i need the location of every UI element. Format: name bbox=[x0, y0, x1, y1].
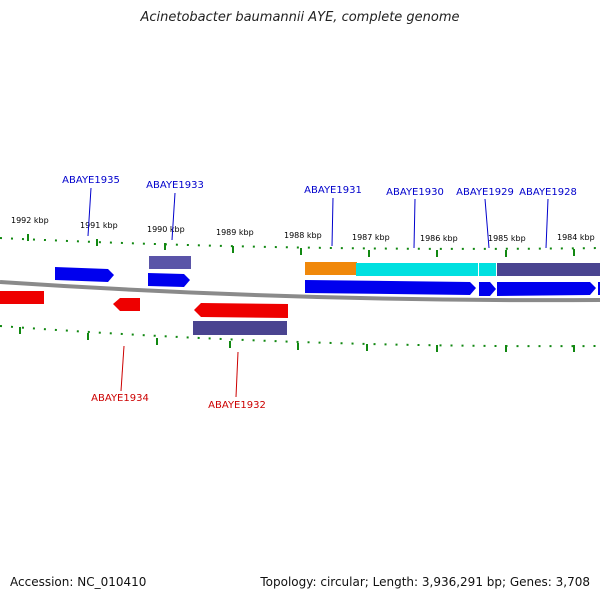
forward-gene[interactable] bbox=[55, 267, 114, 282]
feature-block[interactable] bbox=[497, 263, 597, 276]
feature-block[interactable] bbox=[149, 256, 191, 269]
tick-label: 1984 kbp bbox=[557, 233, 595, 242]
major-ticks-upper bbox=[27, 234, 575, 257]
tick-label: 1988 kbp bbox=[284, 231, 322, 240]
feature-block[interactable] bbox=[597, 263, 600, 276]
label-leaders-top bbox=[87, 187, 549, 249]
tick-label: 1991 kbp bbox=[80, 221, 118, 230]
forward-gene[interactable] bbox=[497, 282, 596, 296]
tick-label: 1990 kbp bbox=[147, 225, 185, 234]
forward-gene[interactable] bbox=[148, 273, 190, 287]
label-leaders-bottom bbox=[120, 345, 239, 398]
feature-block[interactable] bbox=[479, 263, 496, 276]
tick-label: 1992 kbp bbox=[11, 216, 49, 225]
reverse-gene[interactable] bbox=[0, 291, 44, 304]
gene-label[interactable]: ABAYE1932 bbox=[208, 400, 266, 411]
tick-track-lower bbox=[0, 325, 600, 348]
gene-label[interactable]: ABAYE1933 bbox=[146, 180, 204, 191]
tick-label: 1989 kbp bbox=[216, 228, 254, 237]
gene-label[interactable]: ABAYE1928 bbox=[519, 187, 577, 198]
feature-block[interactable] bbox=[356, 263, 478, 276]
map-title: Acinetobacter baumannii AYE, complete ge… bbox=[140, 10, 460, 25]
forward-gene[interactable] bbox=[305, 280, 476, 295]
genome-backbone bbox=[0, 280, 600, 303]
genome-summary-text: Topology: circular; Length: 3,936,291 bp… bbox=[260, 575, 590, 589]
forward-gene[interactable] bbox=[598, 282, 600, 295]
accession-text: Accession: NC_010410 bbox=[10, 575, 147, 589]
forward-gene[interactable] bbox=[479, 282, 496, 296]
tick-label: 1987 kbp bbox=[352, 233, 390, 242]
reverse-gene[interactable] bbox=[194, 303, 288, 318]
major-ticks-lower bbox=[19, 327, 575, 352]
feature-block[interactable] bbox=[193, 321, 287, 335]
gene-label[interactable]: ABAYE1934 bbox=[91, 393, 149, 404]
tick-label: 1985 kbp bbox=[488, 234, 526, 243]
reverse-gene[interactable] bbox=[113, 298, 140, 311]
gene-label[interactable]: ABAYE1929 bbox=[456, 187, 514, 198]
gene-label[interactable]: ABAYE1930 bbox=[386, 187, 444, 198]
gene-label[interactable]: ABAYE1931 bbox=[304, 185, 362, 196]
gene-label[interactable]: ABAYE1935 bbox=[62, 175, 120, 186]
tick-label: 1986 kbp bbox=[420, 234, 458, 243]
feature-block[interactable] bbox=[305, 262, 357, 275]
